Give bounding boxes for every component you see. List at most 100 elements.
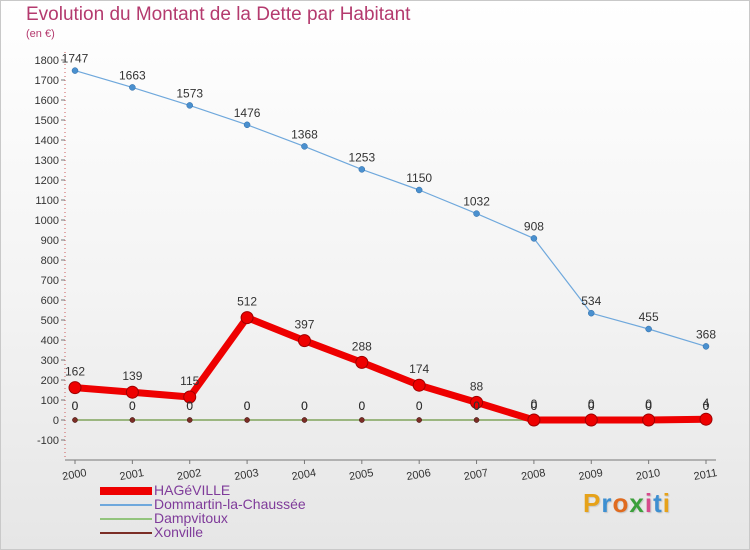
legend-swatch-dampvitoux (100, 518, 152, 520)
x-tick-label: 2000 (61, 467, 87, 483)
legend-item-hageville[interactable]: HAGéVILLE (100, 482, 360, 498)
proxiti-logo: Proxiti (583, 488, 671, 519)
series-line-0 (71, 314, 710, 424)
series-1-point (530, 235, 538, 242)
x-tick-label: 2001 (119, 467, 145, 483)
y-tick-label: 300 (41, 355, 59, 367)
series-2-point (416, 417, 422, 423)
chart-unit-subtitle: (en €) (26, 28, 55, 40)
series-0-point (470, 395, 484, 409)
data-label-series-3: 0 (244, 399, 251, 413)
data-label-series-0: 512 (237, 295, 257, 309)
data-label-series-2: 0 (301, 399, 308, 413)
data-label-series-2: 0 (531, 399, 538, 413)
x-tick-label: 2011 (693, 467, 718, 483)
series-1-point (645, 325, 652, 333)
y-tick-label: 200 (41, 375, 59, 387)
logo-letter: i (644, 488, 654, 518)
series-0-point (699, 412, 713, 426)
legend-item-dampvitoux[interactable]: Dampvitoux (100, 510, 360, 526)
legend-item-dommartin[interactable]: Dommartin-la-Chaussée (100, 496, 360, 512)
data-label-series-1: 1663 (119, 68, 146, 82)
data-label-series-3: 0 (129, 399, 136, 413)
y-tick-label: 500 (41, 315, 59, 327)
data-label-series-3: 0 (72, 399, 79, 413)
y-tick-label: 1100 (35, 195, 59, 207)
data-label-series-0: 0 (588, 397, 595, 411)
y-tick-label: 1700 (35, 75, 59, 87)
data-label-series-2: 0 (473, 399, 480, 413)
data-label-series-2: 0 (416, 399, 423, 413)
legend-label-dampvitoux: Dampvitoux (154, 510, 228, 526)
series-0-point (125, 385, 139, 399)
y-tick-label: 700 (41, 275, 59, 287)
legend-label-xonville: Xonville (154, 524, 204, 540)
series-2-point (186, 417, 193, 423)
y-tick-label: 800 (41, 255, 59, 267)
legend-swatch-dommartin (100, 504, 152, 506)
data-label-series-2: 0 (72, 399, 79, 413)
y-tick-label: 400 (41, 335, 59, 347)
data-label-series-3: 0 (416, 399, 423, 413)
series-2-point (301, 417, 308, 423)
logo-letter: i (662, 488, 671, 518)
y-tick-label: 900 (41, 235, 59, 247)
data-label-series-0: 115 (180, 374, 199, 388)
data-label-series-3: 0 (645, 399, 652, 413)
series-0-point (240, 311, 254, 325)
series-2-point (473, 417, 480, 423)
series-1-point (702, 343, 710, 350)
x-tick-label: 2003 (233, 467, 259, 483)
series-0-point (297, 334, 311, 348)
series-1-point (129, 84, 136, 91)
series-2-point (129, 417, 136, 423)
data-label-series-3: 0 (703, 399, 710, 413)
logo-letter: P (583, 488, 602, 518)
series-lines (68, 67, 713, 427)
legend-item-xonville[interactable]: Xonville (100, 524, 360, 540)
series-1-point (301, 143, 308, 150)
data-label-series-1: 1476 (234, 106, 261, 120)
data-label-series-2: 0 (703, 399, 710, 413)
series-1-point (71, 67, 79, 74)
data-label-series-1: 1253 (348, 150, 375, 164)
data-label-series-2: 0 (645, 399, 652, 413)
data-label-series-2: 0 (186, 399, 193, 413)
y-tick-label: -100 (37, 435, 59, 447)
y-tick-label: 1300 (35, 155, 59, 167)
x-tick-label: 2006 (406, 467, 432, 483)
series-2-point (72, 417, 78, 423)
data-label-series-0: 397 (294, 318, 314, 332)
series-0-point (355, 355, 369, 369)
data-label-series-1: 455 (639, 310, 659, 324)
axes: -100010020030040050060070080090010001100… (35, 52, 718, 483)
series-0-point (584, 413, 598, 427)
series-1-point (243, 121, 251, 129)
data-label-series-1: 1032 (463, 195, 490, 209)
data-label-series-1: 1747 (62, 52, 89, 66)
series-line-1 (74, 69, 707, 347)
series-1-point (186, 102, 193, 109)
data-label-series-3: 0 (588, 399, 595, 413)
y-tick-label: 600 (41, 295, 59, 307)
data-label-series-0: 88 (470, 379, 484, 393)
legend-label-hageville: HAGéVILLE (154, 482, 231, 498)
y-tick-label: 1500 (35, 115, 59, 127)
series-0-point (527, 413, 541, 427)
series-0-point (183, 390, 197, 404)
data-label-series-2: 0 (358, 399, 365, 413)
series-1-point (358, 166, 366, 173)
data-label-series-3: 0 (358, 399, 365, 413)
data-label-series-2: 0 (588, 399, 595, 413)
data-label-series-0: 162 (65, 365, 85, 379)
data-label-series-0: 0 (645, 397, 652, 411)
series-1-point (415, 186, 423, 194)
data-label-series-0: 4 (703, 396, 710, 410)
y-tick-label: 1800 (35, 55, 59, 67)
x-tick-label: 2002 (176, 467, 202, 483)
y-tick-label: 100 (41, 395, 59, 407)
x-tick-label: 2007 (463, 467, 489, 483)
logo-letter: x (629, 488, 645, 518)
